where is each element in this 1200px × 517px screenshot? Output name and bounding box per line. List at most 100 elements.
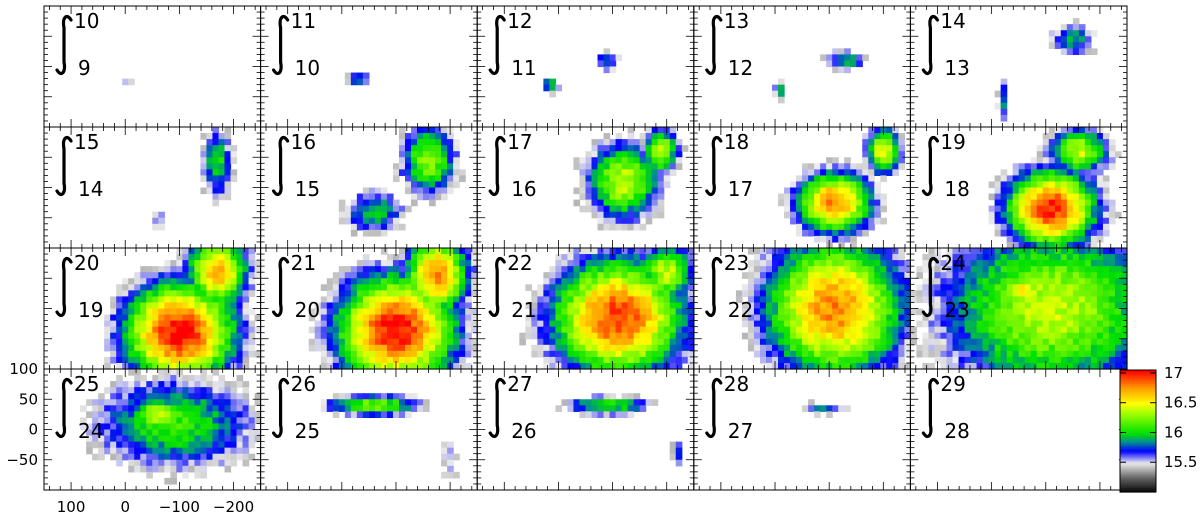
emission-pixel: [832, 217, 839, 225]
emission-pixel: [603, 54, 611, 62]
emission-pixel: [1060, 272, 1068, 279]
emission-pixel: [1072, 266, 1080, 273]
emission-pixel: [820, 229, 827, 237]
emission-pixel: [790, 254, 797, 261]
emission-pixel: [808, 296, 815, 304]
emission-pixel: [820, 344, 827, 352]
emission-pixel: [1048, 278, 1056, 285]
emission-pixel: [802, 290, 809, 297]
emission-pixel: [368, 193, 376, 201]
emission-pixel: [826, 320, 833, 328]
emission-pixel: [597, 223, 605, 231]
emission-pixel: [808, 290, 815, 297]
emission-pixel: [242, 248, 250, 255]
emission-pixel: [417, 350, 424, 358]
emission-pixel: [778, 320, 785, 328]
emission-pixel: [910, 326, 918, 334]
emission-pixel: [778, 356, 785, 364]
emission-pixel: [669, 163, 677, 170]
emission-pixel: [856, 326, 863, 334]
integral-sign: [488, 14, 506, 76]
emission-pixel: [1060, 314, 1068, 322]
upper-limit-label: 19: [940, 130, 965, 154]
emission-pixel: [609, 308, 617, 316]
emission-pixel: [850, 266, 857, 273]
emission-pixel: [435, 308, 442, 316]
emission-pixel: [405, 326, 412, 334]
emission-pixel: [778, 90, 785, 98]
emission-pixel: [128, 350, 135, 358]
emission-pixel: [1072, 181, 1080, 189]
emission-pixel: [741, 302, 749, 310]
emission-pixel: [796, 338, 803, 346]
emission-pixel: [338, 266, 346, 273]
emission-pixel: [1000, 175, 1008, 183]
emission-pixel: [242, 278, 250, 285]
emission-pixel: [164, 344, 171, 352]
emission-pixel: [898, 332, 905, 340]
emission-pixel: [886, 127, 893, 134]
emission-pixel: [663, 302, 671, 310]
emission-pixel: [326, 284, 334, 291]
emission-pixel: [663, 278, 671, 285]
emission-pixel: [934, 254, 942, 261]
emission-pixel: [332, 344, 340, 352]
emission-pixel: [1036, 362, 1044, 370]
emission-pixel: [856, 199, 863, 207]
emission-pixel: [898, 272, 905, 279]
emission-pixel: [1060, 217, 1068, 225]
emission-pixel: [356, 290, 364, 297]
emission-pixel: [380, 217, 388, 225]
emission-pixel: [423, 175, 430, 183]
emission-pixel: [868, 127, 875, 134]
emission-pixel: [417, 362, 424, 370]
emission-pixel: [1066, 30, 1074, 37]
emission-pixel: [627, 133, 635, 140]
emission-pixel: [579, 284, 587, 291]
emission-pixel: [850, 175, 857, 183]
emission-pixel: [447, 260, 454, 267]
emission-pixel: [681, 344, 689, 352]
emission-pixel: [435, 314, 442, 322]
emission-pixel: [856, 296, 863, 304]
emission-pixel: [597, 248, 605, 255]
emission-pixel: [994, 205, 1002, 213]
emission-pixel: [766, 266, 773, 273]
emission-pixel: [441, 254, 448, 261]
emission-pixel: [1102, 338, 1110, 346]
emission-pixel: [639, 344, 647, 352]
emission-pixel: [1048, 332, 1056, 340]
emission-pixel: [362, 284, 370, 291]
emission-pixel: [868, 290, 875, 297]
emission-pixel: [597, 60, 605, 68]
emission-pixel: [1090, 266, 1098, 273]
emission-pixel: [188, 296, 196, 304]
emission-pixel: [218, 187, 226, 195]
emission-pixel: [326, 362, 334, 370]
emission-pixel: [802, 260, 809, 267]
emission-pixel: [104, 320, 111, 328]
emission-pixel: [814, 217, 821, 225]
emission-pixel: [874, 211, 881, 219]
emission-pixel: [639, 187, 647, 195]
emission-pixel: [850, 211, 857, 219]
emission-pixel: [880, 169, 887, 176]
emission-pixel: [904, 278, 911, 285]
emission-pixel: [405, 290, 412, 297]
emission-pixel: [621, 314, 629, 322]
emission-pixel: [441, 338, 448, 346]
emission-pixel: [405, 338, 412, 346]
emission-pixel: [1102, 260, 1110, 267]
emission-pixel: [639, 133, 647, 140]
emission-pixel: [392, 284, 400, 291]
emission-pixel: [657, 296, 665, 304]
emission-pixel: [1060, 30, 1068, 37]
emission-pixel: [1072, 223, 1080, 231]
emission-pixel: [1108, 332, 1116, 340]
emission-pixel: [579, 187, 587, 195]
emission-pixel: [988, 296, 996, 304]
emission-pixel: [820, 193, 827, 201]
emission-pixel: [627, 260, 635, 267]
emission-pixel: [236, 332, 244, 340]
emission-pixel: [820, 175, 827, 183]
